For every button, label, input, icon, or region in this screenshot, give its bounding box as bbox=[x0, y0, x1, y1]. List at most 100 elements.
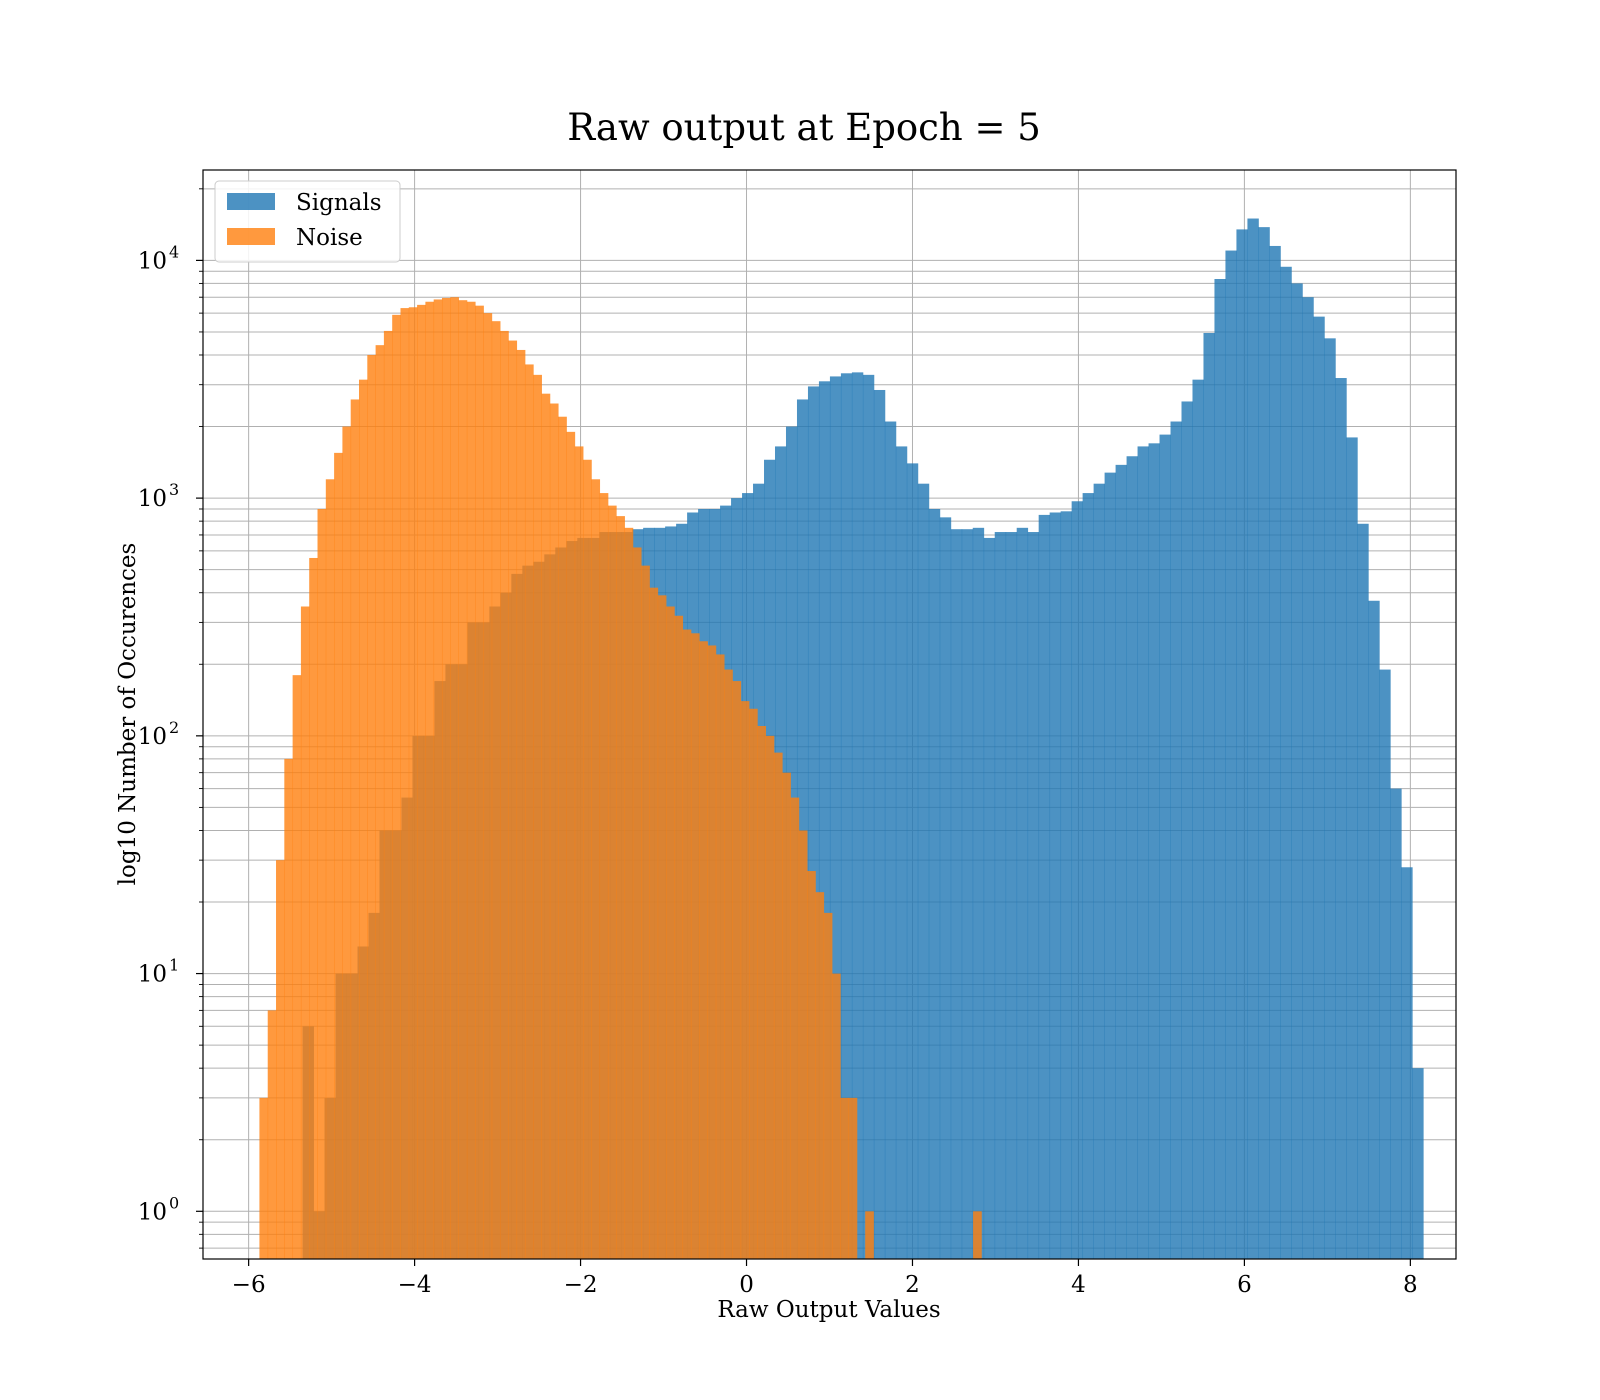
histogram-bar bbox=[807, 386, 820, 1259]
histogram-bar bbox=[773, 752, 783, 1259]
histogram-bar bbox=[732, 681, 742, 1259]
histogram-bar bbox=[433, 299, 443, 1259]
histogram-bar bbox=[375, 345, 385, 1259]
histogram-bar bbox=[1049, 512, 1062, 1259]
histogram-bar bbox=[682, 629, 692, 1259]
x-axis-label: Raw Output Values bbox=[717, 1297, 940, 1323]
histogram-bar bbox=[961, 529, 974, 1259]
histogram-bar bbox=[624, 527, 634, 1259]
histogram-bar bbox=[666, 606, 675, 1259]
y-tick-label-exponent: 1 bbox=[169, 956, 179, 975]
histogram-bar bbox=[973, 1211, 982, 1259]
histogram-bar bbox=[300, 606, 310, 1259]
histogram-bar bbox=[831, 973, 841, 1259]
histogram-bars bbox=[259, 218, 1424, 1259]
histogram-bar bbox=[715, 654, 725, 1259]
legend-label-noise: Noise bbox=[296, 225, 363, 251]
histogram-bar bbox=[392, 314, 401, 1259]
histogram-bar bbox=[1148, 443, 1160, 1259]
plot-area-frame bbox=[202, 169, 1457, 1260]
y-tick-label-base: 10 bbox=[138, 1199, 167, 1225]
histogram-bar bbox=[334, 452, 343, 1259]
histogram-bar bbox=[359, 379, 368, 1259]
histogram-bar bbox=[1126, 456, 1138, 1259]
histogram-bar bbox=[782, 772, 791, 1259]
histogram-bar bbox=[516, 349, 526, 1259]
histogram-bar bbox=[1379, 669, 1391, 1259]
y-tick-label-base: 10 bbox=[138, 724, 167, 750]
histogram-bar bbox=[983, 537, 996, 1259]
histogram-bar bbox=[566, 431, 576, 1259]
histogram-bar bbox=[267, 1010, 277, 1259]
histogram-bar bbox=[524, 364, 534, 1259]
histogram-bar bbox=[790, 797, 800, 1259]
histogram-bar bbox=[325, 479, 335, 1259]
histogram-bar bbox=[939, 517, 952, 1259]
histogram-bar bbox=[1005, 532, 1018, 1259]
histogram-bar bbox=[284, 758, 294, 1259]
histogram-bar bbox=[1225, 250, 1237, 1259]
histogram-bar bbox=[400, 308, 410, 1259]
histogram-bar bbox=[491, 321, 501, 1259]
histogram-bar bbox=[840, 373, 853, 1259]
histogram-bar bbox=[500, 330, 509, 1259]
histogram-bar bbox=[690, 633, 700, 1259]
legend-swatch-noise bbox=[227, 228, 275, 245]
y-tick-label-exponent: 2 bbox=[169, 718, 179, 737]
histogram-bar bbox=[1258, 227, 1270, 1259]
histogram-bar bbox=[417, 304, 426, 1259]
y-tick-label-base: 10 bbox=[138, 962, 167, 988]
histogram-bar bbox=[292, 675, 302, 1259]
histogram-bar bbox=[1016, 527, 1029, 1259]
histogram-bar bbox=[724, 669, 733, 1259]
x-tick-label: −4 bbox=[398, 1272, 432, 1298]
histogram-bar bbox=[450, 297, 459, 1259]
histogram-bar bbox=[1159, 434, 1171, 1259]
histogram-bar bbox=[657, 595, 667, 1259]
histogram-bar bbox=[1170, 421, 1182, 1259]
histogram-bar bbox=[807, 871, 816, 1259]
histogram-bar bbox=[1115, 464, 1127, 1259]
histogram-bar bbox=[458, 300, 468, 1259]
y-tick-label-exponent: 4 bbox=[169, 242, 179, 261]
histogram-bar bbox=[1181, 401, 1193, 1259]
histogram-bar bbox=[317, 508, 327, 1259]
histogram-bar bbox=[707, 645, 717, 1259]
histogram-bar bbox=[873, 389, 886, 1259]
histogram-bar bbox=[798, 830, 808, 1259]
y-tick-label-exponent: 3 bbox=[169, 480, 179, 499]
legend: Signals Noise bbox=[214, 180, 401, 263]
histogram-bar bbox=[1269, 245, 1281, 1259]
histogram-bar bbox=[1027, 532, 1040, 1259]
histogram-bar bbox=[1390, 788, 1402, 1259]
histogram-bar bbox=[541, 393, 551, 1259]
histogram-bar bbox=[1401, 867, 1413, 1259]
histogram-bar bbox=[1280, 266, 1292, 1259]
x-tick-label: 4 bbox=[1071, 1272, 1086, 1298]
histogram-bar bbox=[1412, 1068, 1424, 1259]
histogram-bar bbox=[796, 399, 809, 1259]
histogram-bar bbox=[632, 547, 642, 1259]
histogram-bar bbox=[574, 446, 584, 1259]
histogram-bar bbox=[823, 912, 833, 1259]
histogram-bar bbox=[1093, 483, 1105, 1259]
histogram-bar bbox=[851, 372, 864, 1259]
histogram-bar bbox=[259, 1097, 269, 1259]
histogram-bar bbox=[591, 479, 601, 1259]
histogram-bar bbox=[840, 1097, 849, 1259]
histogram-bar bbox=[616, 516, 625, 1259]
histogram-bar bbox=[533, 374, 542, 1259]
x-tick-label: −6 bbox=[232, 1272, 266, 1298]
histogram-bar bbox=[508, 340, 518, 1259]
histogram-bar bbox=[483, 313, 493, 1259]
histogram-bar bbox=[862, 374, 875, 1259]
histogram-bar bbox=[1192, 379, 1204, 1259]
histogram-bar bbox=[1357, 523, 1369, 1259]
histogram-bar bbox=[475, 305, 484, 1259]
histogram-bar bbox=[1335, 378, 1347, 1259]
histogram-bar bbox=[757, 726, 767, 1259]
histogram-bar bbox=[1038, 514, 1051, 1259]
histogram-bar bbox=[972, 527, 985, 1259]
histogram-bar bbox=[425, 301, 435, 1259]
